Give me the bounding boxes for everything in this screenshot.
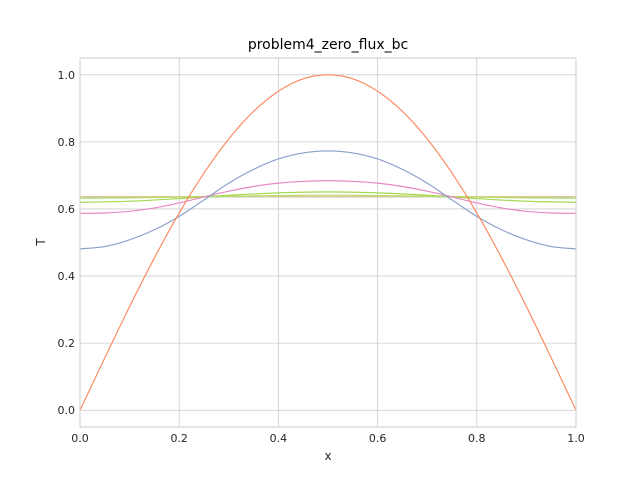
x-tick-label: 0.2: [170, 432, 188, 445]
y-tick-label: 0.0: [58, 404, 76, 417]
plot-frame: [79, 57, 577, 428]
y-tick-label: 0.8: [58, 136, 76, 149]
y-tick-label: 0.2: [58, 337, 76, 350]
y-tick-label: 1.0: [58, 69, 76, 82]
y-tick-label: 0.6: [58, 203, 76, 216]
series-line-1: [79, 150, 577, 250]
grid: [79, 58, 577, 427]
y-tick-label: 0.4: [58, 270, 76, 283]
series-line-2: [79, 180, 577, 214]
x-axis-label: x: [324, 449, 331, 463]
x-tick-labels: 0.0 0.2 0.4 0.6 0.8 1.0: [71, 432, 585, 445]
chart-title: problem4_zero_flux_bc: [248, 37, 408, 53]
x-tick-label: 0.8: [468, 432, 486, 445]
y-axis-label: T: [34, 238, 48, 247]
series-line-3: [79, 191, 577, 203]
series-line-4: [79, 194, 577, 199]
y-tick-labels: 0.0 0.2 0.4 0.6 0.8 1.0: [58, 69, 76, 417]
x-tick-label: 0.4: [270, 432, 288, 445]
series-layer: [79, 74, 577, 411]
x-tick-label: 1.0: [567, 432, 585, 445]
x-tick-label: 0.0: [71, 432, 89, 445]
series-line-0: [79, 74, 577, 411]
x-tick-label: 0.6: [369, 432, 387, 445]
